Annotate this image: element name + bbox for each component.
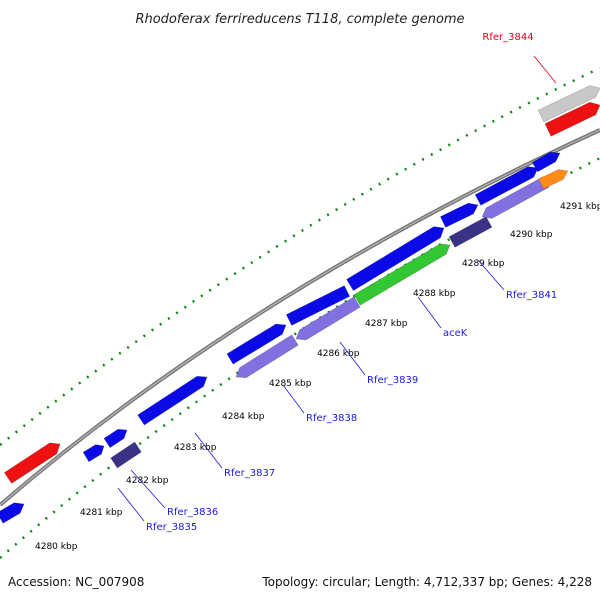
gene-feature-arrow — [295, 296, 361, 341]
gene-label: Rfer_3839 — [367, 375, 418, 386]
gene-label: Rfer_3837 — [224, 468, 275, 479]
gene-feature-arrow — [0, 502, 25, 524]
tick-label: 4291 kbp — [560, 202, 600, 212]
gene-feature-arrow — [346, 226, 445, 292]
gene-feature-arrow — [474, 166, 539, 206]
inner-tick-ring — [0, 156, 600, 559]
gene-feature-arrow — [481, 176, 550, 219]
tick-label: 4285 kbp — [269, 379, 312, 389]
gene-feature-arrow — [285, 285, 351, 326]
gene-features — [0, 85, 600, 524]
gene-labels: Rfer_3835 Rfer_3836 Rfer_3837 Rfer_3838 Rfer… — [117, 32, 557, 533]
tick-label: 4289 kbp — [462, 259, 505, 269]
map-title: Rhodoferax ferrireducens T118, complete … — [135, 12, 464, 27]
gene-feature-arrow — [448, 216, 493, 248]
tick-label: 4282 kbp — [126, 476, 169, 486]
gene-leader-line — [194, 432, 223, 469]
gene-label: aceK — [443, 328, 468, 339]
tick-label: 4284 kbp — [222, 412, 265, 422]
gene-leader-line — [117, 487, 145, 522]
gene-label: Rfer_3838 — [306, 413, 357, 424]
gene-leader-line — [533, 55, 557, 84]
backbone-highlight — [0, 129, 600, 506]
gene-feature-arrow — [226, 323, 287, 365]
gene-feature-arrow — [110, 441, 142, 469]
gene-leader-line — [477, 259, 505, 291]
tick-label: 4283 kbp — [174, 443, 217, 453]
genome-summary-text: Topology: circular; Length: 4,712,337 bp… — [261, 575, 592, 589]
gene-label: Rfer_3835 — [146, 522, 197, 533]
outer-tick-ring — [0, 66, 600, 446]
tick-label: 4286 kbp — [317, 349, 360, 359]
gene-leader-line — [282, 384, 305, 414]
gene-feature-arrow — [82, 444, 105, 463]
gene-leader-line — [339, 341, 366, 376]
gene-feature-arrow — [439, 202, 479, 228]
gene-label: Rfer_3836 — [167, 507, 218, 518]
gene-feature-arrow — [353, 243, 451, 306]
tick-label: 4287 kbp — [365, 319, 408, 329]
gene-label: Rfer_3841 — [506, 290, 557, 301]
gene-feature-arrow — [538, 169, 569, 190]
gene-feature-arrow — [544, 101, 600, 137]
gene-label: Rfer_3844 — [482, 32, 533, 43]
tick-label: 4280 kbp — [35, 542, 78, 552]
gene-feature-arrow — [103, 428, 128, 449]
gene-feature-arrow — [3, 442, 61, 484]
gene-feature-arrow — [537, 85, 600, 123]
accession-text: Accession: NC_007908 — [8, 575, 144, 589]
gene-leader-line — [417, 296, 442, 329]
tick-label: 4290 kbp — [510, 230, 553, 240]
tick-labels: 4280 kbp 4281 kbp 4282 kbp 4283 kbp 4284 kbp… — [35, 202, 600, 552]
gene-feature-arrow — [137, 375, 208, 426]
gene-leader-line — [130, 469, 166, 509]
gene-feature-arrow — [531, 151, 561, 173]
gene-feature-arrow — [235, 334, 299, 379]
tick-label: 4288 kbp — [413, 289, 456, 299]
tick-label: 4281 kbp — [80, 508, 123, 518]
